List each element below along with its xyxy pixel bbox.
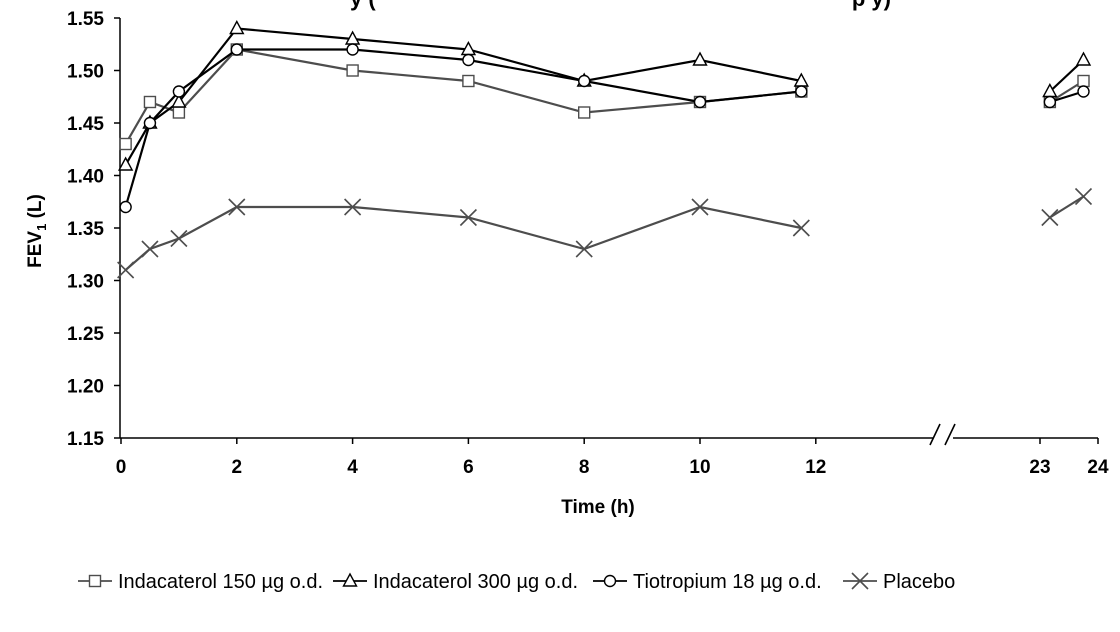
x-tick-label: 0 — [116, 457, 127, 478]
x-tick-label: 12 — [805, 457, 826, 478]
series-2-point-circle-marker — [462, 53, 475, 67]
y-tick-label: 1.55 — [67, 9, 104, 30]
series-1-point-triangle-marker — [171, 93, 187, 108]
series-3-point-x-marker — [792, 219, 810, 237]
series-1-point-triangle-marker — [1075, 51, 1092, 66]
x-tick-label: 24 — [1087, 457, 1109, 478]
series-2-point-circle-marker — [693, 95, 707, 109]
series-3-point-x-marker — [691, 198, 709, 216]
series-3-point-x-marker — [117, 261, 135, 279]
series-1-point-triangle-marker — [117, 156, 134, 171]
y-tick-label: 1.35 — [67, 219, 104, 240]
series-2-point-circle-marker — [1043, 95, 1057, 109]
series-3-point-x-marker — [141, 240, 159, 258]
series-0-point-square-marker — [172, 106, 186, 119]
legend-label: Tiotropium 18 µg o.d. — [633, 571, 822, 593]
series-2-point-circle-marker — [1077, 85, 1090, 98]
series-3 — [117, 187, 1093, 279]
x-tick-label: 2 — [232, 457, 243, 478]
legend-label: Placebo — [883, 571, 955, 593]
series-3-line-1 — [1049, 195, 1085, 219]
series-0-point-square-marker — [119, 137, 132, 151]
series-3-point-x-marker — [344, 198, 362, 216]
legend-item-0: Indacaterol 150 µg o.d. — [78, 571, 323, 593]
series-1-point-triangle-marker — [692, 51, 708, 66]
series-0-point-square-marker — [346, 64, 359, 77]
series-1 — [117, 20, 1092, 171]
legend-2-circle-marker — [603, 574, 617, 588]
series-3-point-x-marker — [1074, 187, 1093, 206]
series-layer — [117, 20, 1093, 279]
series-2-line-0 — [124, 48, 802, 208]
series-0-point-square-marker — [462, 74, 475, 88]
y-tick-label: 1.20 — [67, 377, 104, 398]
series-3-point-x-marker — [459, 208, 477, 227]
legend-3-x-marker — [851, 572, 869, 590]
y-ticks: 1.15 1.20 1.25 1.30 1.35 1.40 1.45 1.50 1.55 — [67, 9, 120, 450]
axis-break-icon — [929, 423, 956, 446]
legend-label: Indacaterol 150 µg o.d. — [118, 571, 323, 593]
series-0-point-square-marker — [143, 95, 157, 109]
series-2-point-circle-marker — [230, 43, 244, 56]
series-2-point-circle-marker — [578, 74, 591, 88]
y-axis-title-main: FEV — [25, 231, 46, 268]
series-3-point-x-marker — [575, 240, 593, 258]
y-axis-title-sub: 1 — [34, 224, 49, 231]
x-axis-title: Time (h) — [561, 497, 635, 518]
series-2 — [119, 43, 1090, 214]
series-0-point-square-marker — [1077, 74, 1090, 88]
chart-title-fragment: y ( p y) — [120, 0, 1000, 12]
series-0-point-square-marker — [578, 106, 591, 119]
y-tick-label: 1.25 — [67, 324, 104, 345]
chart-title-right: p y) — [852, 0, 891, 11]
series-2-point-circle-marker — [346, 43, 359, 56]
x-tick-label: 8 — [579, 457, 590, 478]
legend-item-3: Placebo — [843, 571, 955, 593]
series-3-point-x-marker — [228, 198, 246, 216]
series-2-point-circle-marker — [143, 116, 157, 130]
series-0 — [119, 43, 1090, 151]
legend-0-square-marker — [88, 574, 102, 588]
y-tick-label: 1.40 — [67, 167, 104, 188]
series-3-point-x-marker — [1041, 208, 1059, 227]
x-tick-label: 23 — [1029, 457, 1050, 478]
y-axis-title-unit: (L) — [25, 194, 46, 224]
legend-label: Indacaterol 300 µg o.d. — [373, 571, 578, 593]
y-tick-label: 1.15 — [67, 429, 104, 450]
series-3-point-x-marker — [170, 229, 188, 248]
y-axis-title: FEV1 (L) — [25, 194, 49, 268]
series-2-point-circle-marker — [119, 200, 132, 214]
series-1-point-triangle-marker — [229, 20, 245, 35]
chart-title-left: y ( — [350, 0, 376, 11]
x-tick-label: 6 — [463, 457, 474, 478]
series-2-point-circle-marker — [172, 85, 186, 98]
y-tick-label: 1.50 — [67, 62, 104, 83]
legend-1-triangle-marker — [342, 572, 358, 587]
legend: Indacaterol 150 µg o.d. Indacaterol 300 µ… — [78, 571, 955, 593]
y-tick-label: 1.30 — [67, 272, 104, 293]
legend-item-1: Indacaterol 300 µg o.d. — [333, 571, 578, 593]
x-ticks: 0 2 4 6 8 10 12 23 24 — [116, 438, 1109, 478]
series-2-point-circle-marker — [795, 85, 808, 98]
legend-item-2: Tiotropium 18 µg o.d. — [593, 571, 822, 593]
x-tick-label: 4 — [347, 457, 358, 478]
y-tick-label: 1.45 — [67, 114, 104, 135]
series-3-line-0 — [124, 205, 802, 271]
x-tick-label: 10 — [689, 457, 710, 478]
